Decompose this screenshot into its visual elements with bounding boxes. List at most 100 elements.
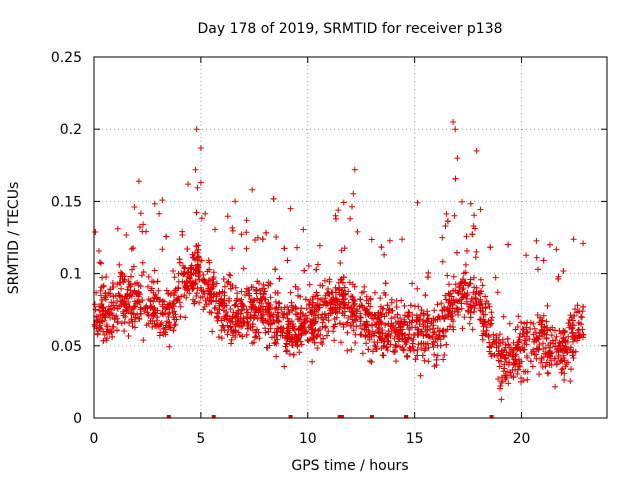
data-point bbox=[185, 268, 192, 275]
data-point bbox=[240, 265, 247, 272]
data-point bbox=[369, 311, 376, 318]
data-point bbox=[91, 323, 98, 330]
data-point bbox=[276, 275, 283, 282]
data-point bbox=[165, 311, 172, 317]
data-point bbox=[306, 281, 313, 288]
data-point bbox=[272, 266, 279, 273]
data-point bbox=[301, 267, 308, 274]
data-point bbox=[266, 304, 273, 311]
data-point bbox=[399, 236, 406, 243]
data-point bbox=[165, 290, 172, 297]
data-point bbox=[434, 352, 441, 359]
data-point bbox=[357, 314, 364, 321]
data-point bbox=[482, 304, 489, 311]
data-point bbox=[296, 349, 303, 356]
data-point bbox=[505, 380, 512, 387]
data-point bbox=[202, 210, 209, 217]
data-point bbox=[216, 290, 223, 297]
data-point bbox=[259, 285, 266, 292]
data-point bbox=[115, 290, 122, 297]
data-point bbox=[269, 334, 275, 341]
data-point bbox=[195, 253, 202, 260]
data-point bbox=[537, 314, 544, 321]
data-point bbox=[425, 315, 432, 322]
data-point bbox=[472, 295, 479, 301]
data-point bbox=[456, 288, 463, 295]
data-point bbox=[233, 328, 240, 335]
data-point bbox=[247, 324, 254, 331]
data-point bbox=[397, 315, 404, 321]
data-point bbox=[415, 327, 422, 333]
data-point bbox=[400, 346, 407, 353]
data-point bbox=[565, 333, 572, 340]
data-point bbox=[536, 341, 543, 348]
data-point bbox=[565, 320, 572, 327]
data-point bbox=[407, 302, 414, 309]
data-point bbox=[423, 332, 429, 339]
data-point bbox=[148, 287, 154, 294]
ticks-layer: 0 0.05 0.1 0.15 0.2 0.25 0 5 10 15 20 bbox=[51, 50, 607, 447]
zero-marker bbox=[369, 415, 374, 418]
data-point bbox=[100, 337, 107, 344]
points-layer bbox=[91, 119, 587, 418]
data-point bbox=[232, 284, 239, 291]
data-point bbox=[547, 344, 554, 351]
data-point bbox=[107, 292, 114, 298]
data-point bbox=[104, 335, 110, 342]
data-point bbox=[499, 378, 506, 385]
data-point bbox=[345, 299, 352, 306]
data-point bbox=[94, 331, 101, 338]
data-point bbox=[420, 340, 427, 347]
data-point bbox=[340, 279, 346, 286]
data-point bbox=[165, 321, 172, 327]
data-point bbox=[354, 228, 361, 235]
data-point bbox=[131, 204, 138, 210]
data-point bbox=[558, 369, 565, 376]
data-point bbox=[118, 320, 125, 327]
data-point bbox=[570, 336, 576, 343]
data-point bbox=[313, 289, 320, 296]
data-point bbox=[232, 327, 239, 334]
data-point bbox=[471, 274, 477, 281]
data-point bbox=[367, 295, 374, 302]
data-point bbox=[450, 318, 457, 325]
data-point bbox=[163, 233, 170, 240]
data-point bbox=[569, 352, 576, 359]
data-point bbox=[156, 332, 163, 339]
data-point bbox=[128, 309, 135, 316]
data-point bbox=[555, 354, 562, 360]
data-point bbox=[378, 244, 385, 251]
data-point bbox=[98, 301, 105, 307]
data-point bbox=[528, 350, 535, 357]
data-point bbox=[447, 323, 454, 330]
data-point bbox=[524, 319, 531, 326]
data-point bbox=[101, 331, 108, 338]
data-point bbox=[416, 321, 423, 327]
data-point bbox=[107, 286, 114, 293]
data-point bbox=[189, 251, 196, 258]
data-point bbox=[505, 241, 512, 248]
data-point bbox=[297, 314, 304, 320]
data-point bbox=[580, 240, 587, 247]
data-point bbox=[344, 347, 351, 354]
data-point bbox=[386, 237, 393, 244]
data-point bbox=[500, 313, 507, 320]
data-point bbox=[409, 311, 416, 318]
data-point bbox=[229, 224, 236, 231]
data-point bbox=[209, 281, 216, 288]
data-point bbox=[223, 309, 230, 315]
peak-point bbox=[232, 198, 239, 205]
data-point bbox=[191, 300, 198, 307]
data-point bbox=[422, 345, 429, 352]
data-point bbox=[91, 301, 98, 308]
data-point bbox=[178, 293, 185, 300]
data-point bbox=[516, 334, 523, 341]
data-point bbox=[443, 210, 450, 217]
data-point bbox=[106, 310, 113, 317]
data-point bbox=[524, 354, 531, 361]
data-point bbox=[348, 346, 355, 353]
data-point bbox=[378, 336, 385, 343]
peak-point bbox=[249, 186, 256, 193]
data-point bbox=[281, 363, 288, 370]
